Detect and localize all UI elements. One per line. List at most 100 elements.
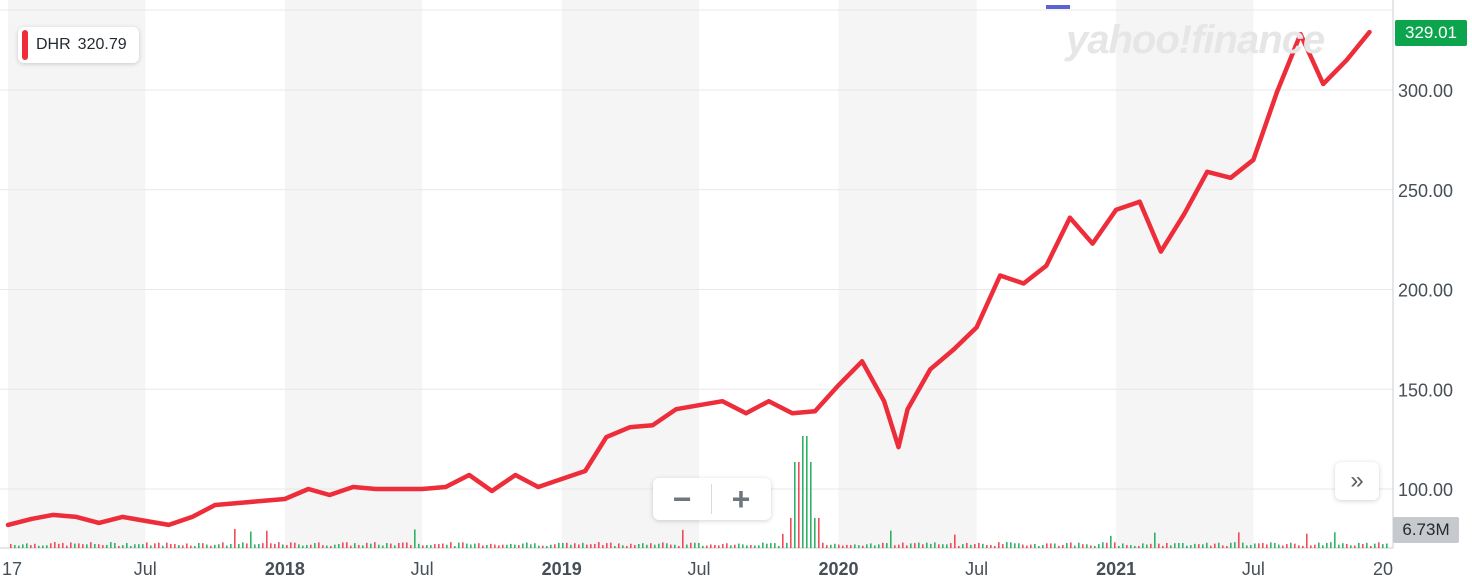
volume-bar [1254,543,1256,548]
price-point [974,325,979,330]
volume-bar [402,542,404,548]
volume-bar [794,462,796,548]
volume-bar [742,544,744,548]
volume-bar [1366,542,1368,548]
volume-bar [622,545,624,548]
volume-bar [1078,542,1080,548]
price-point [813,409,818,414]
volume-bar [1002,544,1004,548]
volume-bar [946,544,948,548]
volume-bar [94,544,96,548]
volume-bar [1154,532,1156,548]
volume-bar [1294,543,1296,548]
volume-bar [98,544,100,548]
volume-bar [906,545,908,548]
volume-bar [382,545,384,548]
volume-bar [898,544,900,548]
volume-bar [1298,545,1300,548]
volume-bar [182,545,184,548]
volume-bar [126,543,128,548]
volume-bar [1326,542,1328,548]
volume-bar [502,544,504,548]
price-point [1205,169,1210,174]
volume-bar [1266,544,1268,548]
price-point [998,273,1003,278]
volume-bar [654,544,656,548]
volume-bar [1010,542,1012,548]
price-point [29,516,34,521]
volume-bar [1250,544,1252,548]
volume-bar [366,542,368,548]
y-tick-label: 100.00 [1398,480,1453,500]
volume-bar [918,542,920,548]
volume-bar [910,543,912,548]
volume-bar [374,542,376,548]
volume-bar [814,518,816,548]
ticker-value: 320.79 [77,36,127,53]
volume-bar [698,543,700,548]
price-point [627,425,632,430]
volume-bar [14,545,16,548]
volume-bar [886,543,888,548]
volume-bar [538,545,540,548]
price-point [143,518,148,523]
volume-bar [46,545,48,548]
volume-bar [718,545,720,548]
volume-bar [1374,543,1376,548]
x-tick-label: 2020 [819,559,859,579]
volume-bar [1346,543,1348,548]
price-point [1158,249,1163,254]
volume-bar [174,544,176,548]
volume-bar [574,543,576,548]
shaded-period [561,0,699,548]
volume-bar [690,542,692,548]
volume-bar [950,543,952,548]
volume-bar [830,544,832,548]
volume-bar [874,545,876,548]
volume-bar [1094,545,1096,548]
volume-bar [438,544,440,548]
price-point [351,485,356,490]
volume-bar [578,544,580,548]
price-point [213,502,218,507]
volume-bar [766,543,768,548]
price-point [1321,82,1326,87]
ticker-badge[interactable]: DHR 320.79 [18,27,139,63]
price-point [1182,211,1187,216]
volume-bar [1354,545,1356,548]
price-point [1251,157,1256,162]
volume-bar [834,543,836,548]
volume-bar [1338,544,1340,548]
volume-bar [930,543,932,548]
volume-bar [314,543,316,548]
volume-bar [26,543,28,548]
x-tick-label: Jul [134,559,157,579]
expand-chart-button[interactable]: » [1335,462,1379,500]
volume-bar [378,544,380,548]
volume-bar [362,545,364,548]
volume-bar [1226,545,1228,548]
volume-bar [634,544,636,548]
shaded-period [284,0,423,548]
zoom-in-button[interactable]: + [731,480,751,517]
volume-bar [694,542,696,548]
volume-bar [678,545,680,548]
volume-bar [74,543,76,548]
volume-bar [1134,545,1136,548]
volume-bar [714,544,716,548]
price-point [236,500,241,505]
volume-bar [42,545,44,548]
x-tick-label: 20 [1373,559,1393,579]
volume-bar [582,542,584,548]
volume-bar [414,529,416,548]
price-point [120,514,125,519]
volume-bar [1146,544,1148,548]
zoom-out-button[interactable]: − [672,480,692,517]
volume-bar [1034,543,1036,548]
volume-bar [450,542,452,548]
volume-bar [638,544,640,548]
volume-bar [746,545,748,548]
volume-bar [66,545,68,548]
volume-bar [282,544,284,548]
volume-bar [186,543,188,548]
